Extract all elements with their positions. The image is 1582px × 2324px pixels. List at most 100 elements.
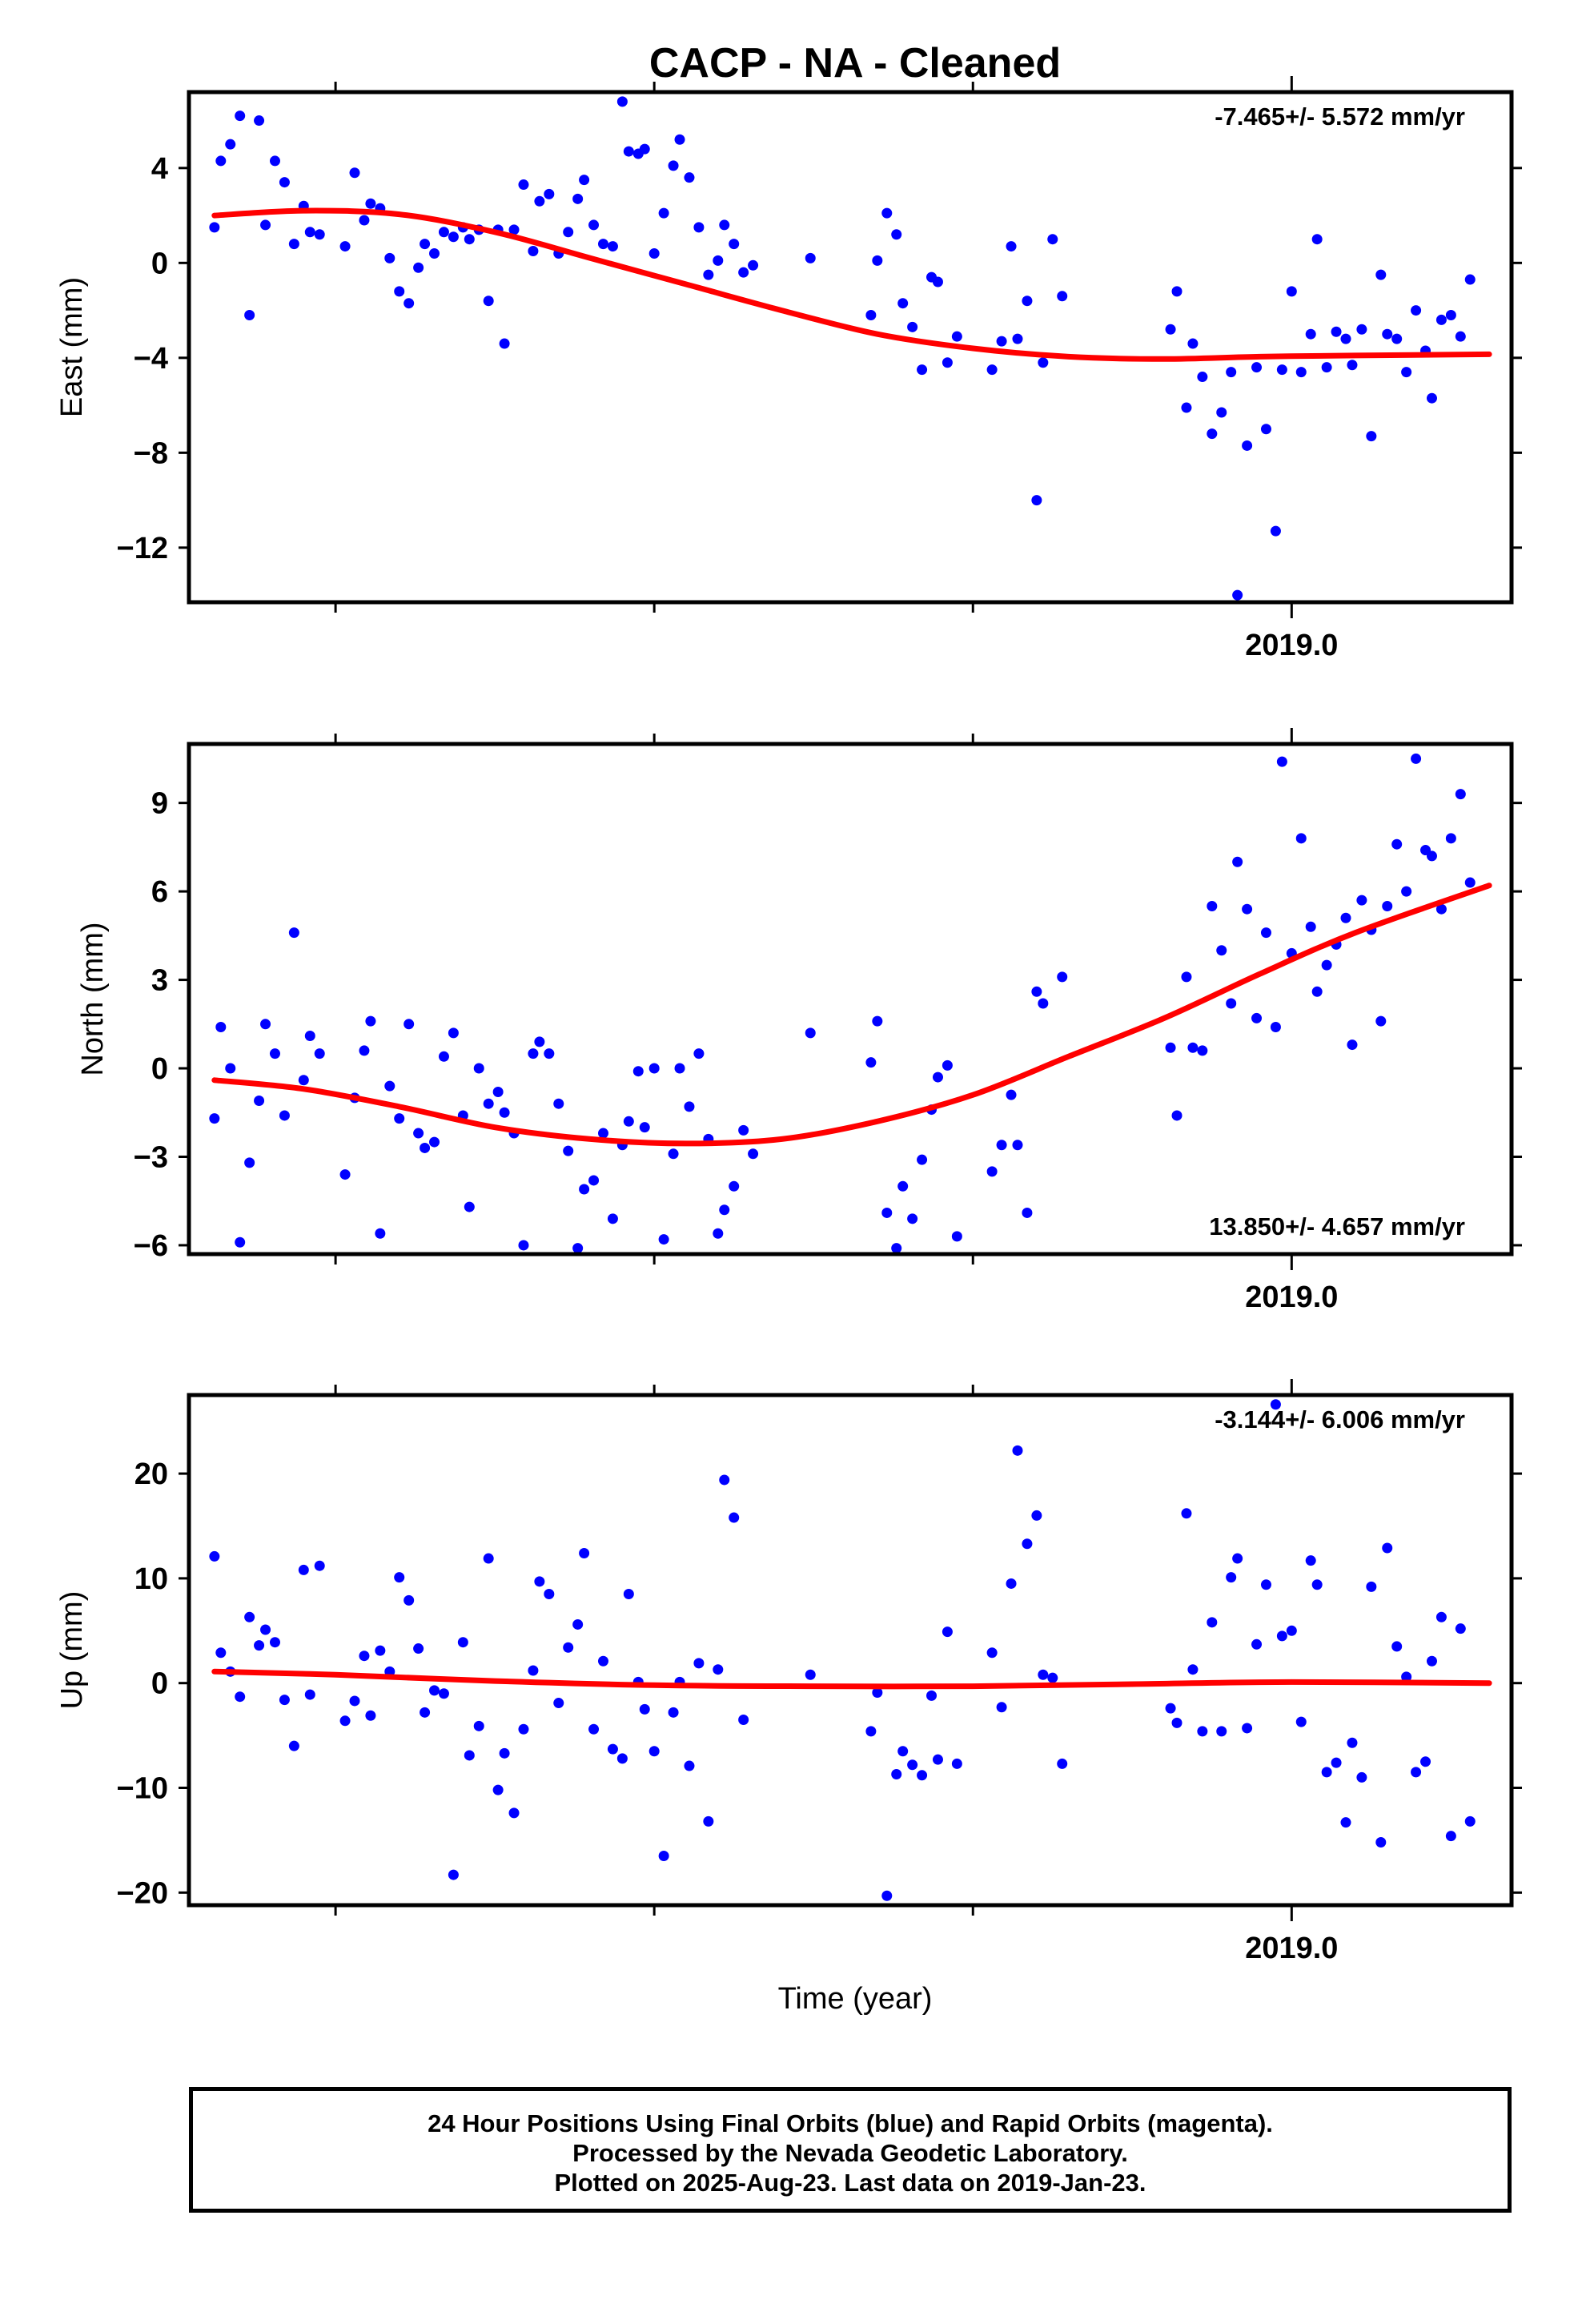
- north-data-point: [244, 1157, 255, 1168]
- up-data-point: [1455, 1623, 1466, 1634]
- north-data-point: [235, 1236, 246, 1248]
- east-data-point: [1006, 241, 1017, 252]
- east-data-point: [668, 160, 679, 171]
- east-data-point: [1411, 305, 1422, 316]
- north-data-point: [563, 1145, 574, 1156]
- north-data-point: [254, 1096, 265, 1107]
- east-data-point: [420, 239, 431, 250]
- up-ytick-label: −10: [117, 1772, 168, 1806]
- up-data-point: [1464, 1815, 1476, 1827]
- up-data-point: [907, 1759, 918, 1771]
- up-data-point: [1382, 1542, 1393, 1554]
- north-data-point: [1445, 833, 1456, 844]
- north-panel: 9 6 3 0 −3 −6 2019.0 13.850+/- 4.657 mm/yr North…: [76, 728, 1522, 1314]
- east-data-point: [674, 134, 685, 145]
- north-data-point: [413, 1128, 424, 1139]
- up-data-point: [1232, 1553, 1243, 1564]
- north-data-point: [518, 1240, 529, 1251]
- up-data-point: [713, 1664, 724, 1675]
- east-data-point: [314, 229, 325, 240]
- up-data-point: [865, 1726, 877, 1737]
- up-data-point: [563, 1642, 574, 1653]
- north-data-point: [1311, 986, 1323, 997]
- east-data-point: [404, 298, 415, 309]
- east-data-point: [464, 234, 475, 245]
- east-data-point: [1311, 234, 1323, 245]
- up-data-point: [1216, 1726, 1227, 1737]
- north-data-point: [1181, 971, 1192, 983]
- east-data-point: [648, 247, 660, 259]
- up-data-point: [375, 1645, 386, 1656]
- up-frame: [187, 1393, 1514, 1908]
- up-data-point: [394, 1572, 405, 1583]
- east-data-point: [1331, 326, 1342, 337]
- up-data-point: [464, 1750, 475, 1761]
- north-data-point: [805, 1027, 816, 1039]
- east-data-point: [616, 96, 628, 107]
- up-panel: 20 10 0 −10 −20 2019.0 -3.144+/- 6.006 mm/yr Up…: [55, 1379, 1522, 1965]
- east-data-point: [881, 207, 893, 219]
- east-data-point: [1187, 338, 1199, 349]
- north-data-point: [384, 1080, 396, 1092]
- east-data-point: [684, 172, 695, 183]
- east-data-point: [1347, 360, 1358, 371]
- up-data-point: [986, 1647, 998, 1659]
- north-data-point: [1012, 1140, 1023, 1151]
- north-data-point: [668, 1148, 679, 1160]
- up-y-axis-label: Up (mm): [55, 1591, 89, 1710]
- up-data-point: [1270, 1399, 1281, 1410]
- up-data-point: [881, 1890, 893, 1901]
- up-data-point: [339, 1715, 351, 1727]
- up-data-point: [1435, 1611, 1447, 1622]
- north-data-point: [897, 1180, 909, 1192]
- up-data-point: [420, 1707, 431, 1718]
- up-data-point: [1181, 1508, 1192, 1519]
- east-data-point: [1366, 431, 1377, 442]
- up-data-point: [534, 1576, 545, 1587]
- north-data-point: [288, 927, 299, 939]
- north-data-point: [951, 1231, 962, 1242]
- east-data-point: [563, 227, 574, 238]
- north-data-point: [1165, 1042, 1176, 1053]
- north-data-point: [1022, 1207, 1033, 1218]
- chart-title: CACP - NA - Cleaned: [649, 40, 1061, 86]
- east-ytick-label: 0: [151, 247, 168, 280]
- north-data-point: [1251, 1012, 1263, 1023]
- up-data-point: [1171, 1717, 1182, 1728]
- east-xtick-label: 2019.0: [1245, 629, 1338, 662]
- up-data-point: [1366, 1581, 1377, 1592]
- up-fit-line: [211, 1668, 1492, 1690]
- north-data-point: [729, 1180, 740, 1192]
- east-data-point: [1391, 333, 1403, 344]
- north-data-point: [438, 1051, 449, 1062]
- up-data-point: [1207, 1617, 1218, 1628]
- north-xtick-label: 2019.0: [1245, 1281, 1338, 1314]
- north-data-point: [1391, 838, 1403, 850]
- north-data-point: [719, 1204, 730, 1216]
- east-data-point: [1375, 269, 1387, 280]
- up-data-point: [254, 1640, 265, 1651]
- north-data-point: [1226, 998, 1237, 1009]
- up-data-point: [244, 1611, 255, 1622]
- north-data-point: [693, 1048, 705, 1059]
- east-data-point: [225, 139, 236, 150]
- north-data-point: [865, 1057, 877, 1068]
- east-data-point: [1321, 362, 1332, 373]
- up-data-point: [298, 1564, 309, 1575]
- up-data-point: [951, 1758, 962, 1769]
- east-data-point: [986, 364, 998, 376]
- up-data-point: [1305, 1555, 1316, 1566]
- north-data-point: [225, 1063, 236, 1074]
- up-data-point: [492, 1784, 504, 1795]
- north-data-point: [674, 1063, 685, 1074]
- east-data-point: [1057, 291, 1068, 302]
- east-data-point: [1356, 324, 1367, 335]
- up-data-point: [1226, 1572, 1237, 1583]
- east-data-point: [872, 255, 883, 266]
- east-data-point: [499, 338, 510, 349]
- caption-line-2: Processed by the Nevada Geodetic Laborat…: [572, 2139, 1128, 2167]
- up-data-point: [209, 1550, 220, 1562]
- up-data-point: [269, 1637, 280, 1648]
- up-data-point: [528, 1665, 539, 1676]
- up-ytick-label: 0: [151, 1667, 168, 1701]
